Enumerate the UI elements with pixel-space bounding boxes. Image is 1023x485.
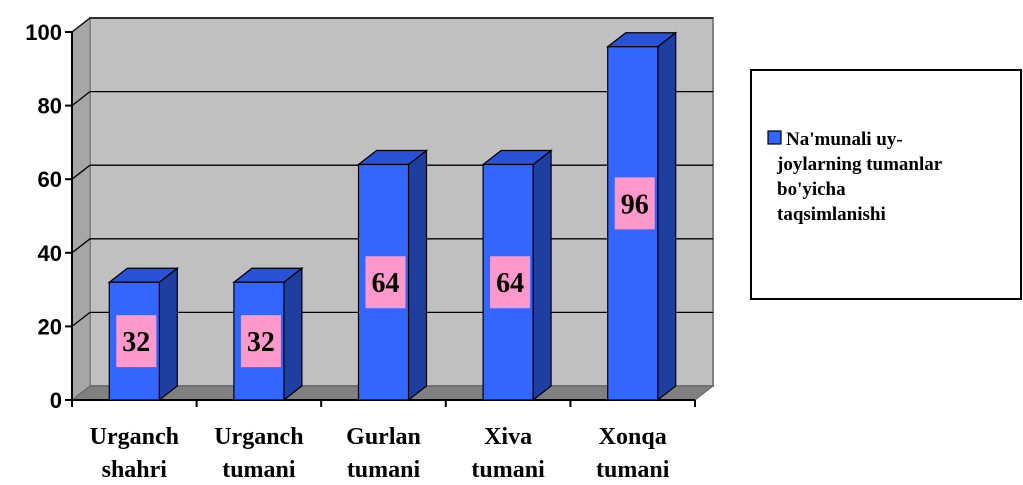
bar-side (158, 267, 178, 402)
data-label: 64 (496, 268, 524, 299)
bar-side (407, 149, 428, 402)
data-label: 32 (122, 327, 150, 358)
legend-box (750, 69, 1022, 300)
x-tick-label: Xiva (484, 424, 532, 450)
gridline (71, 17, 713, 33)
data-label-bg (490, 256, 531, 309)
gridline (71, 90, 713, 107)
data-label-bg (116, 315, 157, 368)
legend-swatch (767, 130, 782, 145)
side-wall (71, 16, 91, 402)
x-tick-label: tumani (471, 457, 545, 483)
legend: Na'munali uy-joylarning tumanlar bo'yicha… (750, 69, 1022, 300)
x-tick-label: tumani (347, 457, 421, 483)
data-label-bg (365, 256, 406, 309)
y-tick-label: 0 (50, 388, 62, 413)
x-tick-label: Urganch (214, 424, 303, 450)
bar-side (532, 149, 552, 402)
data-label: 96 (621, 189, 649, 220)
y-tick-label: 20 (38, 314, 62, 339)
y-tick-label: 80 (38, 94, 62, 119)
data-labels: 32 32 64 64 96 (116, 177, 655, 368)
x-tick-label: Gurlan (346, 424, 421, 450)
data-label: 32 (247, 327, 275, 358)
y-tick-label: 100 (25, 20, 62, 45)
y-tick-label: 40 (38, 241, 62, 266)
legend-label: Na'munali uy- (786, 129, 903, 150)
y-tick-label: 60 (38, 167, 62, 192)
bar-side (283, 267, 303, 402)
x-tick-label: tumani (222, 457, 296, 483)
x-tick-label: shahri (102, 457, 168, 483)
data-label-bg (614, 177, 655, 230)
data-label-bg (240, 315, 281, 368)
bar-side (657, 31, 677, 402)
legend-label: joylarning tumanlar (776, 154, 943, 175)
x-tick-label: Urganch (90, 424, 179, 450)
x-tick-label: Xonqa (599, 424, 667, 450)
legend-label: bo'yicha (777, 179, 846, 200)
legend-label: taqsimlanishi (777, 204, 886, 225)
data-label: 64 (372, 268, 400, 299)
x-tick-label: tumani (596, 457, 670, 483)
